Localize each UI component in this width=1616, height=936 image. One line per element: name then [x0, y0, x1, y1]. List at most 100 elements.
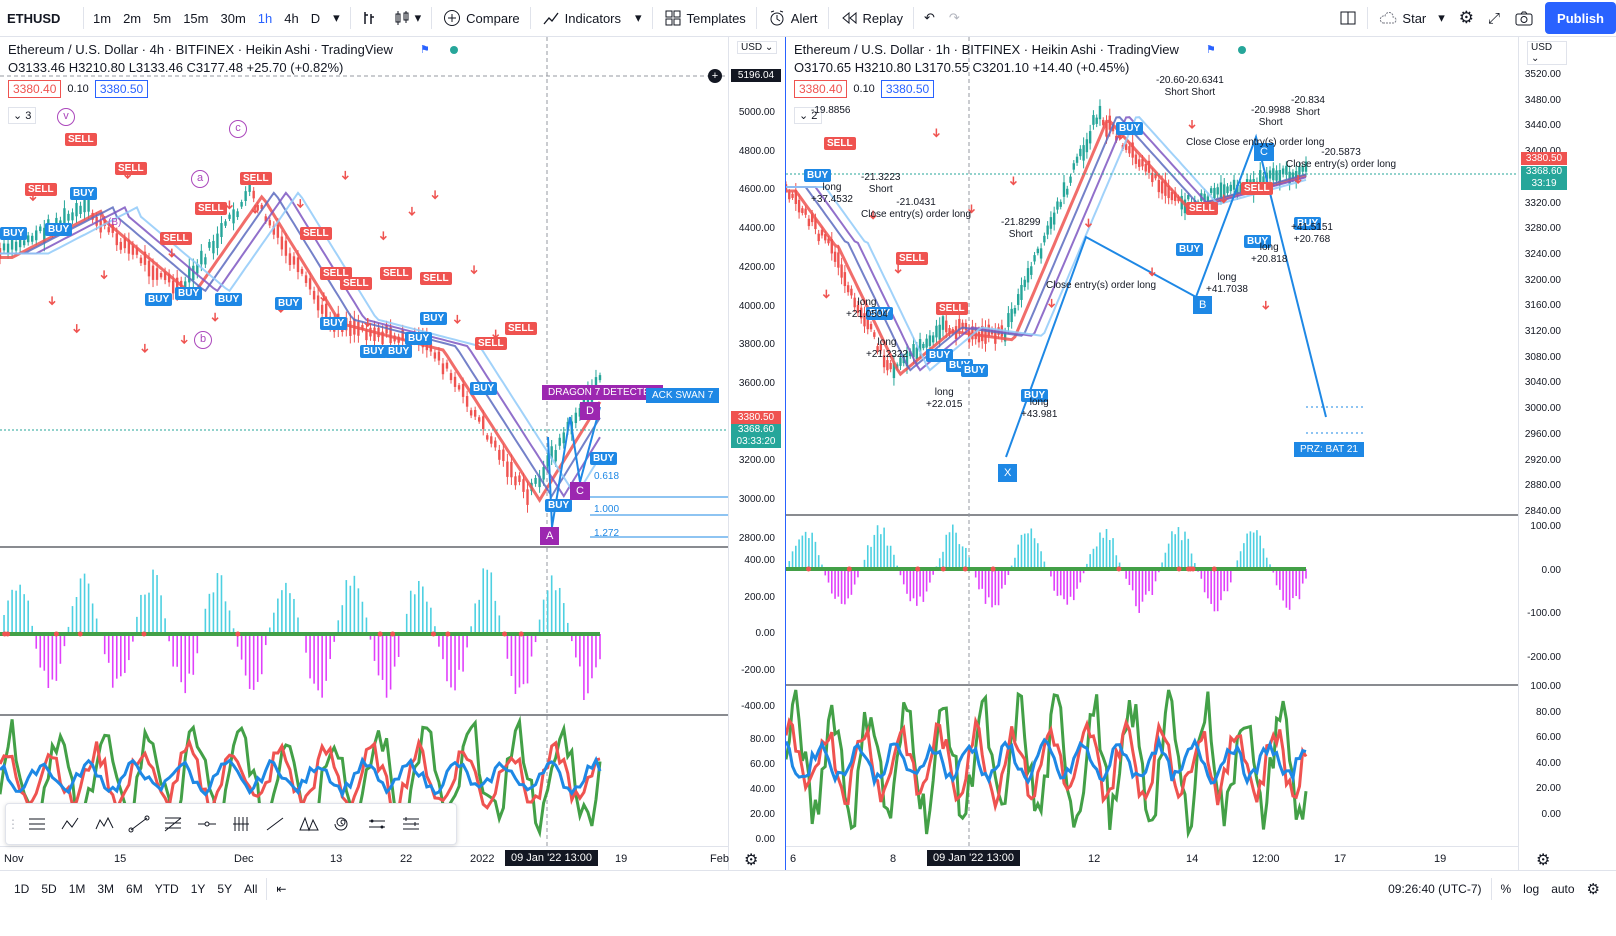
timeframe-1h[interactable]: 1h [257, 10, 273, 26]
timeframe-5m[interactable]: 5m [153, 10, 172, 26]
indicator-toggle[interactable]: ⌄ 2 [794, 107, 823, 124]
candle-body [151, 265, 155, 280]
sell-price-button[interactable]: 3380.40 [794, 80, 848, 98]
alert-button[interactable]: Alert [760, 0, 825, 37]
layout-button[interactable] [1332, 0, 1364, 37]
spiral-icon[interactable] [326, 807, 360, 841]
compare-button[interactable]: Compare [435, 0, 526, 37]
left-price-axis[interactable]: USD ⌄ 5000.00 4800.00 4600.00 4400.00 4200.0… [728, 37, 781, 870]
price-tick: 4600.00 [738, 184, 775, 196]
percent-toggle[interactable]: % [1500, 881, 1512, 896]
range-1d[interactable]: 1D [14, 881, 30, 896]
fullscreen-button[interactable]: ⤢ [1481, 0, 1507, 37]
sell-tag: SELL [824, 137, 856, 150]
buy-price-button[interactable]: 3380.50 [94, 80, 149, 98]
left-chart-canvas[interactable] [0, 37, 781, 870]
symbol-search[interactable]: ETHUSD [7, 10, 61, 26]
sell-price-button[interactable]: 3380.40 [8, 80, 62, 98]
range-all[interactable]: All [244, 881, 258, 896]
divider [349, 7, 351, 29]
indicator-toggle[interactable]: ⌄ 3 [8, 107, 37, 124]
currency-select[interactable]: USD ⌄ [737, 41, 778, 54]
drag-handle[interactable]: ⋮ [7, 817, 19, 831]
candle-body [10, 235, 14, 250]
trend-line-icon[interactable] [122, 807, 156, 841]
crosshair-plus-icon[interactable]: + [708, 69, 722, 83]
indicators-button[interactable]: Indicators ▾ [534, 0, 649, 37]
price-tick: 3280.00 [1524, 223, 1561, 235]
chevron-down-icon: ▾ [1438, 10, 1445, 25]
timeframe-1m[interactable]: 1m [93, 10, 112, 26]
ray-icon[interactable] [258, 807, 292, 841]
range-3m[interactable]: 3M [97, 881, 115, 896]
candle-body [465, 396, 469, 407]
candle-body [71, 212, 74, 221]
strategy-note: long +22.015 [926, 387, 962, 411]
replay-button[interactable]: Replay [832, 0, 910, 37]
timeframe-30m[interactable]: 30m [220, 10, 246, 26]
snapshot-button[interactable] [1507, 0, 1541, 37]
text-note-icon[interactable] [394, 807, 428, 841]
range-6m[interactable]: 6M [126, 881, 143, 896]
gear-icon[interactable]: ⚙ [1586, 880, 1600, 898]
timeframe-2m[interactable]: 2m [123, 10, 142, 26]
gear-icon[interactable]: ⚙ [744, 852, 759, 869]
right-time-axis[interactable]: 6 8 12 14 12:00 17 19 09 Jan '22 13:00 [786, 846, 1518, 870]
timeframe-15m[interactable]: 15m [183, 10, 209, 26]
range-ytd[interactable]: YTD [154, 881, 179, 896]
range-1y[interactable]: 1Y [190, 881, 206, 896]
candle-body [961, 322, 964, 330]
currency-select[interactable]: USD ⌄ [1527, 41, 1567, 65]
xabcd-pattern-icon[interactable] [292, 807, 326, 841]
candle-body [175, 277, 179, 294]
range-1m[interactable]: 1M [68, 881, 86, 896]
candle-body [1075, 156, 1079, 163]
right-chart-panel[interactable]: Ethereum / U.S. Dollar · 1h · BITFINEX ·… [785, 37, 1616, 870]
undo-button[interactable]: ↶ [917, 0, 942, 37]
buy-tag: BUY [1021, 389, 1049, 402]
gear-icon[interactable]: ⚙ [1536, 852, 1551, 869]
lines-tool-icon[interactable] [20, 807, 54, 841]
templates-button[interactable]: Templates [656, 0, 753, 37]
right-chart-canvas[interactable] [786, 37, 1616, 870]
right-price-axis[interactable]: USD ⌄ 3520.003480.003440.003400.003360.0… [1518, 37, 1567, 870]
candle-body [514, 476, 517, 486]
timeframe-D[interactable]: D [310, 10, 321, 26]
sell-arrow-icon [822, 289, 830, 299]
buy-tag: BUY [45, 223, 73, 236]
candle-body [171, 280, 175, 294]
candle-body [264, 216, 267, 222]
sell-arrow-icon [180, 335, 188, 345]
redo-button[interactable]: ↷ [942, 0, 967, 37]
timeframe-4h[interactable]: 4h [284, 10, 299, 26]
price-tick: 3200.00 [1524, 274, 1561, 286]
save-layout-button[interactable]: Star ▾ [1371, 0, 1451, 37]
abcd-pattern-icon[interactable] [54, 807, 88, 841]
settings-button[interactable]: ⚙ [1452, 0, 1481, 37]
chevron-down-icon[interactable]: ▾ [333, 10, 340, 25]
candle-body [365, 329, 368, 341]
signal-dot [445, 631, 451, 637]
left-chart-panel[interactable]: Ethereum / U.S. Dollar · 4h · BITFINEX ·… [0, 37, 781, 870]
vertical-lines-icon[interactable] [224, 807, 258, 841]
candle-style-button[interactable]: ▾ [386, 0, 429, 37]
bar-style-icon[interactable] [354, 0, 386, 37]
horizontal-line-icon[interactable] [190, 807, 224, 841]
range-5d[interactable]: 5D [41, 881, 57, 896]
date-range-button[interactable]: ⇤ [270, 882, 292, 896]
auto-toggle[interactable]: auto [1551, 881, 1575, 896]
divider [1490, 877, 1492, 900]
clock[interactable]: 09:26:40 (UTC-7) [1388, 881, 1482, 896]
sell-arrow-icon [1009, 176, 1017, 186]
buy-price-button[interactable]: 3380.50 [880, 80, 935, 98]
price-tick: 3000.00 [738, 494, 775, 505]
range-5y[interactable]: 5Y [217, 881, 233, 896]
note-line: +41.7038 [1206, 284, 1248, 295]
left-time-axis[interactable]: Nov 15 Dec 13 22 2022 19 Feb 09 Jan '22 13:00 [0, 846, 729, 870]
publish-button[interactable]: Publish [1545, 2, 1616, 34]
elliott-wave-icon[interactable] [88, 807, 122, 841]
parallel-channel-icon[interactable] [360, 807, 394, 841]
signal-dot [915, 566, 921, 572]
fib-retracement-icon[interactable] [156, 807, 190, 841]
log-toggle[interactable]: log [1523, 881, 1540, 896]
